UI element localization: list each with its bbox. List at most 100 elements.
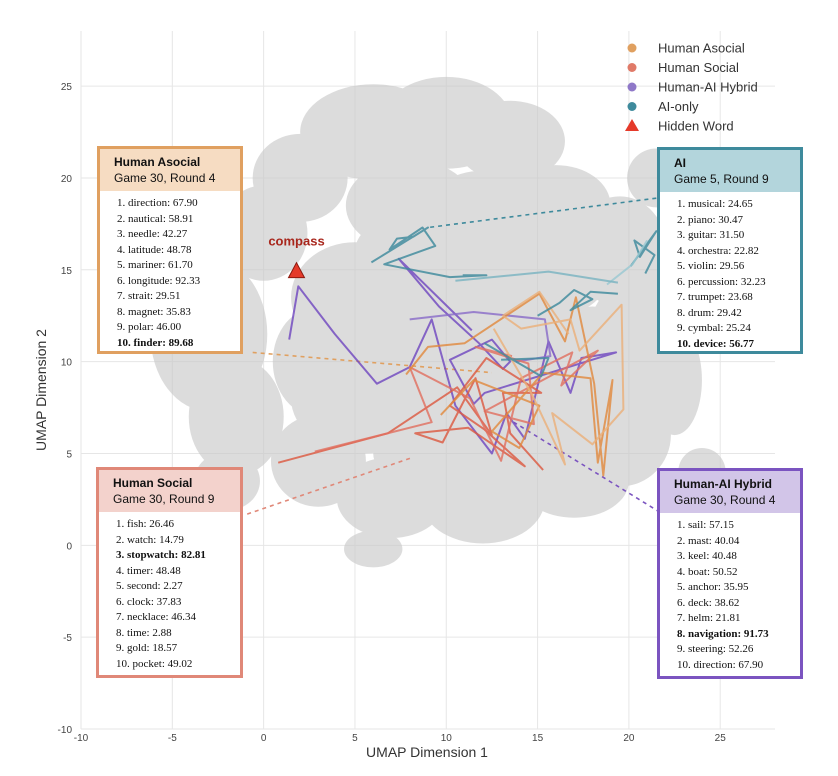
trajectory-ai [606, 239, 649, 286]
callout-item: 4. latitude: 48.78 [117, 243, 192, 256]
callout-item: 2. mast: 40.04 [677, 534, 740, 547]
x-tick-label: 5 [352, 733, 358, 744]
callout-leader-social [246, 456, 414, 515]
callout-item: 9. steering: 52.26 [677, 643, 754, 655]
callout-item: 9. gold: 18.57 [116, 642, 178, 654]
callout-item: 2. piano: 30.47 [677, 213, 743, 226]
trajectory-hybrid [288, 257, 618, 455]
callout-item: 1. sail: 57.15 [677, 519, 734, 531]
callout-subtitle: Game 5, Round 9 [674, 172, 769, 186]
cloud-blob [343, 530, 403, 568]
legend: Human Asocial Human Social Human-AI Hybrid… [625, 41, 758, 134]
callout-ai: AI Game 5, Round 9 1. musical: 24.65 2. p… [657, 147, 803, 354]
callout-subtitle: Game 30, Round 4 [674, 493, 776, 507]
callout-header: Human-AI Hybrid Game 30, Round 4 [660, 471, 800, 513]
hidden-word-label: compass [268, 234, 324, 249]
cloud-blob [501, 223, 611, 316]
callout-item: 3. guitar: 31.50 [677, 229, 745, 241]
hidden-word-marker [287, 261, 306, 279]
cloud-blob [373, 416, 502, 491]
callout-item: 1. musical: 24.65 [677, 198, 753, 210]
trajectory-lines [277, 226, 658, 477]
callout-human-ai-hybrid: Human-AI Hybrid Game 30, Round 4 1. sail… [657, 468, 803, 679]
callout-list: 1. sail: 57.15 2. mast: 40.04 3. keel: 40.… [660, 513, 800, 677]
callout-item: 6. percussion: 32.23 [677, 275, 766, 288]
legend-label: Human Social [658, 60, 739, 75]
callout-item: 9. cymbal: 25.24 [677, 322, 751, 334]
callout-item: 4. boat: 50.52 [677, 565, 738, 578]
cloud-blob [473, 407, 584, 482]
callout-item: 3. stopwatch: 82.81 [116, 549, 206, 561]
callout-item: 3. keel: 40.48 [677, 550, 737, 562]
callout-item: 10. device: 56.77 [677, 337, 754, 350]
callout-item: 10. finder: 89.68 [117, 336, 194, 349]
callout-title: Human Asocial [114, 155, 201, 169]
trajectory-ai [370, 226, 488, 279]
cloud-blob [188, 357, 284, 476]
callout-title: AI [674, 156, 686, 170]
callout-leader-asocial [252, 351, 492, 374]
callout-item: 5. violin: 29.56 [677, 260, 745, 272]
trajectory-social [314, 345, 599, 462]
cloud-blob [548, 306, 637, 417]
cloud-blob [455, 100, 565, 182]
legend-marker [627, 43, 637, 53]
callout-header: Human Social Game 30, Round 9 [99, 470, 240, 512]
callout-item: 8. drum: 29.42 [677, 306, 742, 319]
callout-item: 2. watch: 14.79 [116, 533, 184, 546]
callout-item: 1. fish: 26.46 [116, 518, 175, 530]
trajectory-asocial [492, 290, 625, 466]
y-tick-label: 5 [66, 449, 72, 460]
x-tick-label: 25 [715, 733, 727, 744]
trajectory-asocial [405, 292, 614, 477]
x-tick-label: -5 [168, 733, 177, 744]
callout-subtitle: Game 30, Round 4 [114, 171, 216, 185]
x-tick-label: -10 [74, 733, 89, 744]
callout-item: 5. anchor: 35.95 [677, 581, 749, 593]
legend-marker [627, 82, 637, 92]
y-tick-label: 15 [61, 266, 73, 277]
callout-leaders [246, 197, 661, 515]
callout-item: 3. needle: 42.27 [117, 228, 188, 240]
callout-item: 5. second: 2.27 [116, 580, 183, 592]
legend-marker [627, 63, 637, 72]
legend-label: Hidden Word [658, 119, 734, 134]
callout-item: 4. timer: 48.48 [116, 564, 181, 577]
callout-item: 7. trumpet: 23.68 [677, 291, 753, 303]
callout-item: 8. time: 2.88 [116, 626, 172, 639]
callout-item: 9. polar: 46.00 [117, 321, 182, 333]
y-tick-label: 10 [61, 358, 73, 369]
callout-item: 6. longitude: 92.33 [117, 274, 201, 287]
callout-title: Human-AI Hybrid [674, 477, 773, 491]
x-tick-label: 15 [532, 733, 544, 744]
legend-marker [627, 102, 637, 111]
callout-header: AI Game 5, Round 9 [660, 150, 800, 192]
callout-item: 1. direction: 67.90 [117, 197, 198, 209]
callout-item: 8. navigation: 91.73 [677, 627, 769, 640]
callout-item: 2. nautical: 58.91 [117, 212, 194, 225]
y-tick-label: -10 [58, 725, 73, 736]
callout-item: 5. mariner: 61.70 [117, 259, 193, 271]
callout-leader-ai [427, 197, 657, 229]
legend-marker [625, 119, 639, 131]
axis-ticks: -10 -5 0 5 10 15 20 25 -10 -5 0 5 10 15 20 25 [58, 82, 727, 744]
legend-label: AI-only [658, 99, 699, 114]
callout-list: 1. musical: 24.65 2. piano: 30.47 3. guita… [660, 192, 800, 356]
hidden-word-marker-group: compass [268, 234, 325, 279]
y-tick-label: 0 [66, 541, 72, 552]
trajectory-social [277, 357, 544, 471]
y-tick-label: 20 [61, 174, 73, 185]
callout-item: 7. helm: 21.81 [677, 612, 741, 624]
cloud-blob [354, 214, 465, 289]
callout-list: 1. direction: 67.90 2. nautical: 58.91 3. … [100, 191, 240, 355]
callout-title: Human Social [113, 476, 193, 490]
x-tick-label: 10 [441, 733, 453, 744]
background-embedding-cloud [150, 76, 726, 568]
cloud-blob [272, 306, 365, 417]
callout-human-social: Human Social Game 30, Round 9 1. fish: 2… [96, 467, 243, 678]
callout-list: 1. fish: 26.46 2. watch: 14.79 3. stopwatc… [99, 512, 240, 676]
y-tick-label: 25 [61, 82, 73, 93]
callout-subtitle: Game 30, Round 9 [113, 492, 215, 506]
callout-item: 10. pocket: 49.02 [116, 657, 193, 670]
